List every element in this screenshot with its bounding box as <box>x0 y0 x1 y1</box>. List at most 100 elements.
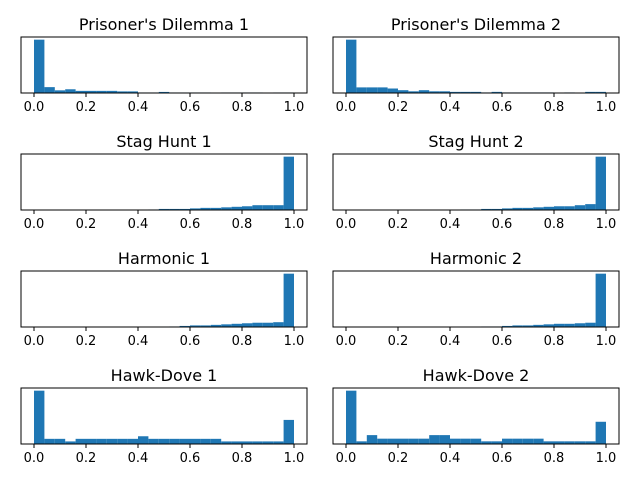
histogram-bar <box>367 87 377 93</box>
histogram-bar <box>471 439 481 444</box>
histogram-bar <box>96 439 106 444</box>
x-tick-label: 0.2 <box>388 100 409 115</box>
histogram-bar <box>159 439 169 444</box>
histogram-bar <box>356 87 366 93</box>
histogram-bar <box>575 323 585 327</box>
histogram-bar <box>388 439 398 444</box>
subplot-8: Hawk-Dove 20.0 0.2 0.4 0.6 0.8 1.0 <box>333 366 619 466</box>
histogram-bar <box>564 206 574 210</box>
histogram-bar <box>200 439 210 444</box>
subplot-4: Stag Hunt 2 0.0 0.2 0.4 0.6 0.8 1.0 <box>333 132 619 232</box>
x-tick-label: 0.8 <box>544 451 565 466</box>
x-tick-label: 1.0 <box>596 217 617 232</box>
histogram-bar <box>585 323 595 327</box>
histogram-bar <box>408 439 418 444</box>
x-tick-label: 0.2 <box>388 451 409 466</box>
x-tick-label: 0.8 <box>544 217 565 232</box>
histogram-bar <box>86 439 96 444</box>
x-tick-label: 0.0 <box>24 217 45 232</box>
subplot-title: Harmonic 2 <box>430 249 522 268</box>
x-tick-label: 0.0 <box>24 334 45 349</box>
x-tick-label: 0.6 <box>492 451 513 466</box>
x-tick-label: 0.6 <box>492 334 513 349</box>
axes-frame <box>21 388 307 444</box>
x-tick-label: 0.4 <box>440 217 461 232</box>
histogram-bar <box>367 435 377 444</box>
x-tick-label: 0.0 <box>336 334 357 349</box>
histogram-bar <box>180 439 190 444</box>
histogram-bar <box>284 274 294 327</box>
histogram-bar <box>419 439 429 444</box>
x-tick-label: 0.8 <box>232 217 253 232</box>
subplot-5: Harmonic 1 0.0 0.2 0.4 0.6 0.8 1.0 <box>21 249 307 349</box>
x-tick-label: 0.2 <box>76 100 97 115</box>
histogram-bar <box>502 439 512 444</box>
x-tick-label: 0.6 <box>180 451 201 466</box>
x-tick-label: 0.4 <box>440 451 461 466</box>
x-tick-label: 0.6 <box>180 100 201 115</box>
x-tick-label: 0.6 <box>492 100 513 115</box>
histogram-bar <box>242 206 252 210</box>
x-tick-label: 0.4 <box>128 334 149 349</box>
histogram-bar <box>55 439 65 444</box>
histogram-bar <box>575 205 585 210</box>
subplot-3: Stag Hunt 10.0 0.2 0.4 0.6 0.8 1.0 <box>21 132 307 232</box>
x-tick-label: 0.8 <box>232 334 253 349</box>
histogram-bar <box>44 87 54 93</box>
histogram-bar <box>273 205 283 210</box>
histogram-bar <box>533 439 543 444</box>
histogram-bar <box>44 439 54 444</box>
x-tick-label: 0.0 <box>336 217 357 232</box>
histogram-bar <box>284 157 294 210</box>
x-tick-label: 0.0 <box>336 451 357 466</box>
histogram-bar <box>263 323 273 327</box>
x-tick-label: 1.0 <box>596 334 617 349</box>
histogram-bar <box>34 391 44 444</box>
x-tick-label: 0.0 <box>336 100 357 115</box>
histogram-bar <box>169 439 179 444</box>
histogram-bar <box>523 439 533 444</box>
subplot-6: Harmonic 20.0 0.2 0.4 0.6 0.8 1.0 <box>333 249 619 349</box>
histogram-bar <box>460 439 470 444</box>
histogram-bar <box>211 439 221 444</box>
histogram-bar <box>242 323 252 327</box>
x-tick-label: 0.4 <box>128 100 149 115</box>
histogram-bar <box>148 439 158 444</box>
x-tick-label: 1.0 <box>284 217 305 232</box>
histogram-bar <box>398 439 408 444</box>
histogram-bar <box>284 420 294 444</box>
subplot-title: Stag Hunt 2 <box>428 132 523 151</box>
histogram-bar <box>554 206 564 210</box>
x-tick-label: 0.4 <box>128 451 149 466</box>
axes-frame <box>21 37 307 93</box>
x-tick-label: 0.2 <box>388 217 409 232</box>
histogram-bar <box>138 436 148 444</box>
x-tick-label: 1.0 <box>284 334 305 349</box>
histogram-bar <box>252 205 262 210</box>
x-tick-label: 1.0 <box>596 451 617 466</box>
x-tick-label: 0.4 <box>128 217 149 232</box>
histogram-bar <box>377 87 387 93</box>
subplot-title: Stag Hunt 1 <box>116 132 211 151</box>
x-tick-label: 0.6 <box>180 217 201 232</box>
histogram-bar <box>65 89 75 93</box>
histogram-bar <box>252 323 262 327</box>
histogram-bar <box>585 204 595 210</box>
histogram-bar <box>429 435 439 444</box>
x-tick-label: 0.0 <box>24 451 45 466</box>
axes-frame <box>21 154 307 210</box>
histogram-bar <box>128 439 138 444</box>
axes-frame <box>21 271 307 327</box>
x-tick-label: 0.4 <box>440 100 461 115</box>
histogram-bar <box>107 439 117 444</box>
axes-frame <box>333 154 619 210</box>
x-tick-label: 0.8 <box>232 451 253 466</box>
histogram-bar <box>377 439 387 444</box>
histogram-bar <box>388 89 398 93</box>
x-tick-label: 0.8 <box>544 100 565 115</box>
subplot-2: Prisoner's Dilemma 20.0 0.2 0.4 0.6 0.8 1.0 <box>333 15 619 115</box>
subplot-title: Harmonic 1 <box>118 249 210 268</box>
histogram-bar <box>346 40 356 93</box>
histogram-bar <box>450 439 460 444</box>
x-tick-label: 0.0 <box>24 100 45 115</box>
